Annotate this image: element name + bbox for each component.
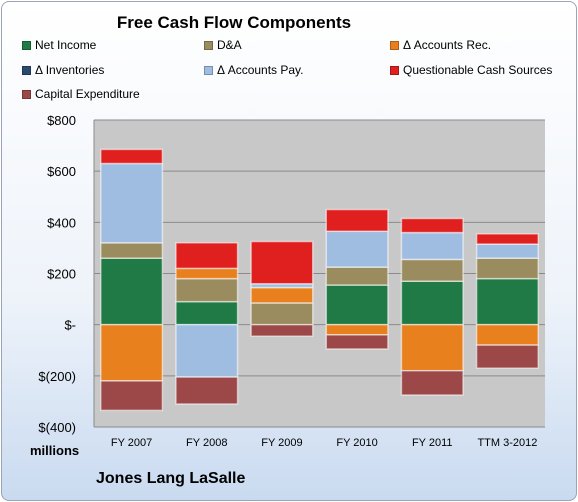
bar-segment — [175, 323, 239, 378]
y-tick-label: $400 — [47, 215, 76, 230]
company-name: Jones Lang LaSalle — [96, 470, 246, 487]
bar-segment — [250, 323, 314, 337]
bar-segment — [175, 376, 239, 405]
x-tick-label: FY 2007 — [111, 437, 152, 449]
bar-segment — [400, 258, 464, 282]
legend-label: Questionable Cash Sources — [403, 63, 553, 77]
legend-label: D&A — [217, 38, 242, 52]
bar-segment — [325, 266, 389, 286]
bar-segment — [400, 369, 464, 396]
y-tick-label: $200 — [47, 267, 76, 282]
bar-segment — [475, 277, 539, 326]
y-tick-label: $600 — [47, 164, 76, 179]
bar-segment — [475, 344, 539, 369]
legend-label: Capital Expenditure — [35, 87, 140, 101]
bar-segment — [250, 302, 314, 326]
bar-segment — [100, 162, 164, 244]
bar-segment — [325, 284, 389, 326]
legend-swatch — [390, 40, 399, 50]
legend-swatch — [204, 40, 213, 50]
bar-segment — [100, 148, 164, 165]
legend-swatch — [204, 65, 213, 75]
legend-swatch — [22, 65, 31, 75]
legend-item-capex: Capital Expenditure — [22, 87, 140, 101]
bar-segment — [325, 230, 389, 268]
x-tick-label: FY 2010 — [336, 437, 377, 449]
legend-item-inventories: Δ Inventories — [22, 63, 104, 77]
bar-segment — [400, 217, 464, 234]
y-tick-label: $(200) — [38, 369, 76, 384]
chart-legend: Net Income D&A Δ Accounts Rec. Δ Invento… — [0, 36, 578, 106]
legend-label: Δ Accounts Rec. — [403, 38, 492, 52]
bar-segment — [475, 243, 539, 259]
y-tick-label: $- — [64, 318, 76, 333]
x-tick-label: FY 2009 — [261, 437, 302, 449]
x-tick-label: FY 2011 — [412, 437, 453, 449]
legend-item-accounts-pay: Δ Accounts Pay. — [204, 63, 304, 77]
legend-label: Δ Inventories — [35, 63, 105, 77]
bar-segment — [100, 380, 164, 412]
legend-item-questionable-cash: Questionable Cash Sources — [390, 63, 552, 77]
bar-segment — [250, 240, 314, 285]
bar-segment — [400, 231, 464, 261]
legend-item-da: D&A — [204, 38, 242, 52]
bar-segment — [250, 286, 314, 304]
units-label: millions — [30, 443, 80, 458]
bar-segment — [325, 323, 389, 336]
bar-segment — [400, 280, 464, 326]
y-tick-label: $800 — [47, 113, 76, 128]
legend-swatch — [22, 40, 31, 50]
bar-segment — [175, 277, 239, 303]
bar-segment — [175, 300, 239, 326]
bar-segment — [175, 267, 239, 280]
bar-segment — [175, 242, 239, 270]
x-tick-label: FY 2008 — [186, 437, 227, 449]
legend-label: Δ Accounts Pay. — [217, 63, 304, 77]
bar-segment — [325, 334, 389, 350]
legend-item-net-income: Net Income — [22, 38, 96, 52]
legend-item-accounts-rec: Δ Accounts Rec. — [390, 38, 491, 52]
bar-segment — [475, 257, 539, 280]
legend-swatch — [22, 89, 31, 99]
bar-segment — [325, 208, 389, 233]
bar-segment — [400, 323, 464, 372]
legend-swatch — [390, 65, 399, 75]
x-tick-label: TTM 3-2012 — [477, 437, 537, 449]
legend-label: Net Income — [35, 38, 97, 52]
y-tick-label: $(400) — [38, 420, 76, 435]
bar-segment — [475, 323, 539, 346]
bar-segment — [100, 257, 164, 326]
bar-segment — [475, 233, 539, 245]
bar-segment — [100, 242, 164, 259]
chart-title: Free Cash Flow Components — [116, 13, 352, 32]
bar-segment — [100, 323, 164, 382]
